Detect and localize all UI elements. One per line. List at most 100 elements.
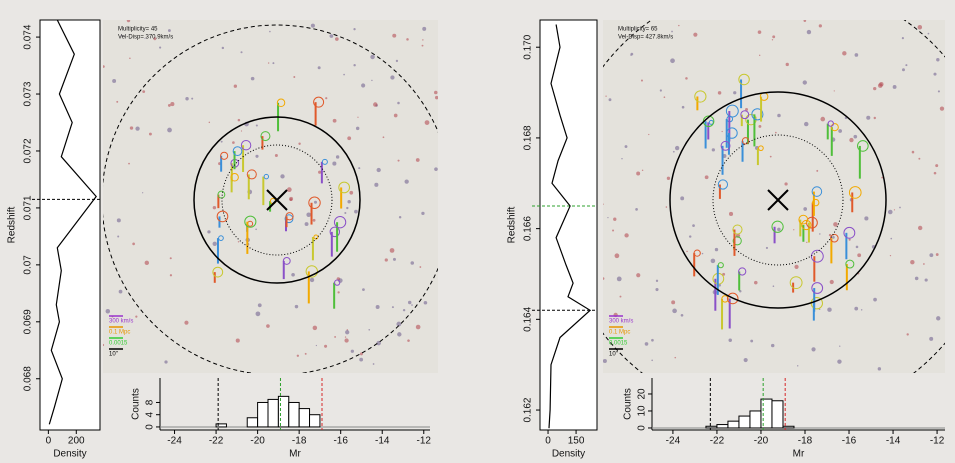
galaxy-ring [260,131,271,142]
histogram-bar [716,424,729,429]
y-tick-label: 0.073 [23,81,34,106]
star [257,303,262,308]
star [717,91,722,95]
star [296,354,299,357]
star [655,287,659,292]
scale-label: 0.1 Mpc [109,330,130,336]
star [917,25,923,30]
star [312,218,316,222]
star [354,209,358,214]
star [142,90,146,94]
star [671,300,676,305]
star [939,106,945,111]
star [936,58,940,62]
galaxy-ring [321,158,328,165]
star [313,200,318,204]
star [393,113,398,118]
x-tick-label: 150 [568,436,585,447]
star [375,305,380,309]
star [917,225,923,231]
star [671,30,673,33]
x-tick-label: -18 [798,436,813,447]
star [924,278,928,282]
star [103,65,105,68]
star [644,342,649,346]
galaxy-ring [333,216,347,229]
y-tick-label: 0.068 [23,366,34,391]
galaxy-ring [217,190,226,199]
star [704,175,709,180]
galaxy-ring [751,108,764,121]
star [184,320,189,325]
star [877,83,883,88]
star [911,150,915,154]
star [346,206,349,210]
y-axis-label: Redshift [507,206,518,243]
center-cross [767,189,789,211]
star [274,153,278,157]
galaxy-ring [693,249,701,257]
star [398,216,402,219]
star [728,211,734,217]
star [318,170,322,174]
galaxy-ring [789,276,803,290]
star [857,253,862,258]
star [207,230,211,234]
star [392,257,396,261]
star [212,205,217,210]
star [415,158,420,162]
star [641,169,644,172]
star [255,228,257,231]
star [358,167,361,170]
star [240,130,243,132]
sky-image [103,20,438,373]
virial-circle [193,116,361,284]
star [396,321,402,327]
galaxy-ring [284,214,294,224]
star [135,315,138,318]
galaxy-ring [738,73,750,86]
star [129,57,131,59]
star [368,328,371,331]
galaxy-ring [857,140,869,152]
star [711,148,715,152]
star [608,98,612,102]
x-tick-label: -16 [333,436,348,447]
star [410,261,415,265]
star [603,277,605,280]
velocity-dispersion: Vel-Disp= 370.9km/s [118,35,173,41]
y-tick-label: 0 [637,425,648,431]
star [873,116,877,120]
star [376,340,381,346]
star [816,169,819,172]
star [722,272,726,276]
star [159,46,162,49]
star [266,324,270,328]
star [325,97,328,100]
galaxy-ring [726,127,738,139]
histogram-bar [267,398,279,428]
star [120,34,123,37]
star [345,330,350,335]
star [607,217,609,219]
inner-circle [712,134,844,266]
star [334,336,337,338]
galaxy-ring [334,279,341,286]
histogram-bar [705,425,718,429]
star [901,37,904,40]
star [185,97,189,101]
star [854,53,859,57]
star [616,276,622,282]
star [873,86,877,91]
star [344,211,347,215]
galaxy-ring [726,292,739,305]
y-tick-label: 8 [145,399,156,405]
star [759,54,761,57]
star [434,90,438,95]
star [832,236,835,239]
y-tick-label: 0 [145,424,156,430]
star [680,313,684,317]
star [785,62,789,67]
star [235,338,240,343]
